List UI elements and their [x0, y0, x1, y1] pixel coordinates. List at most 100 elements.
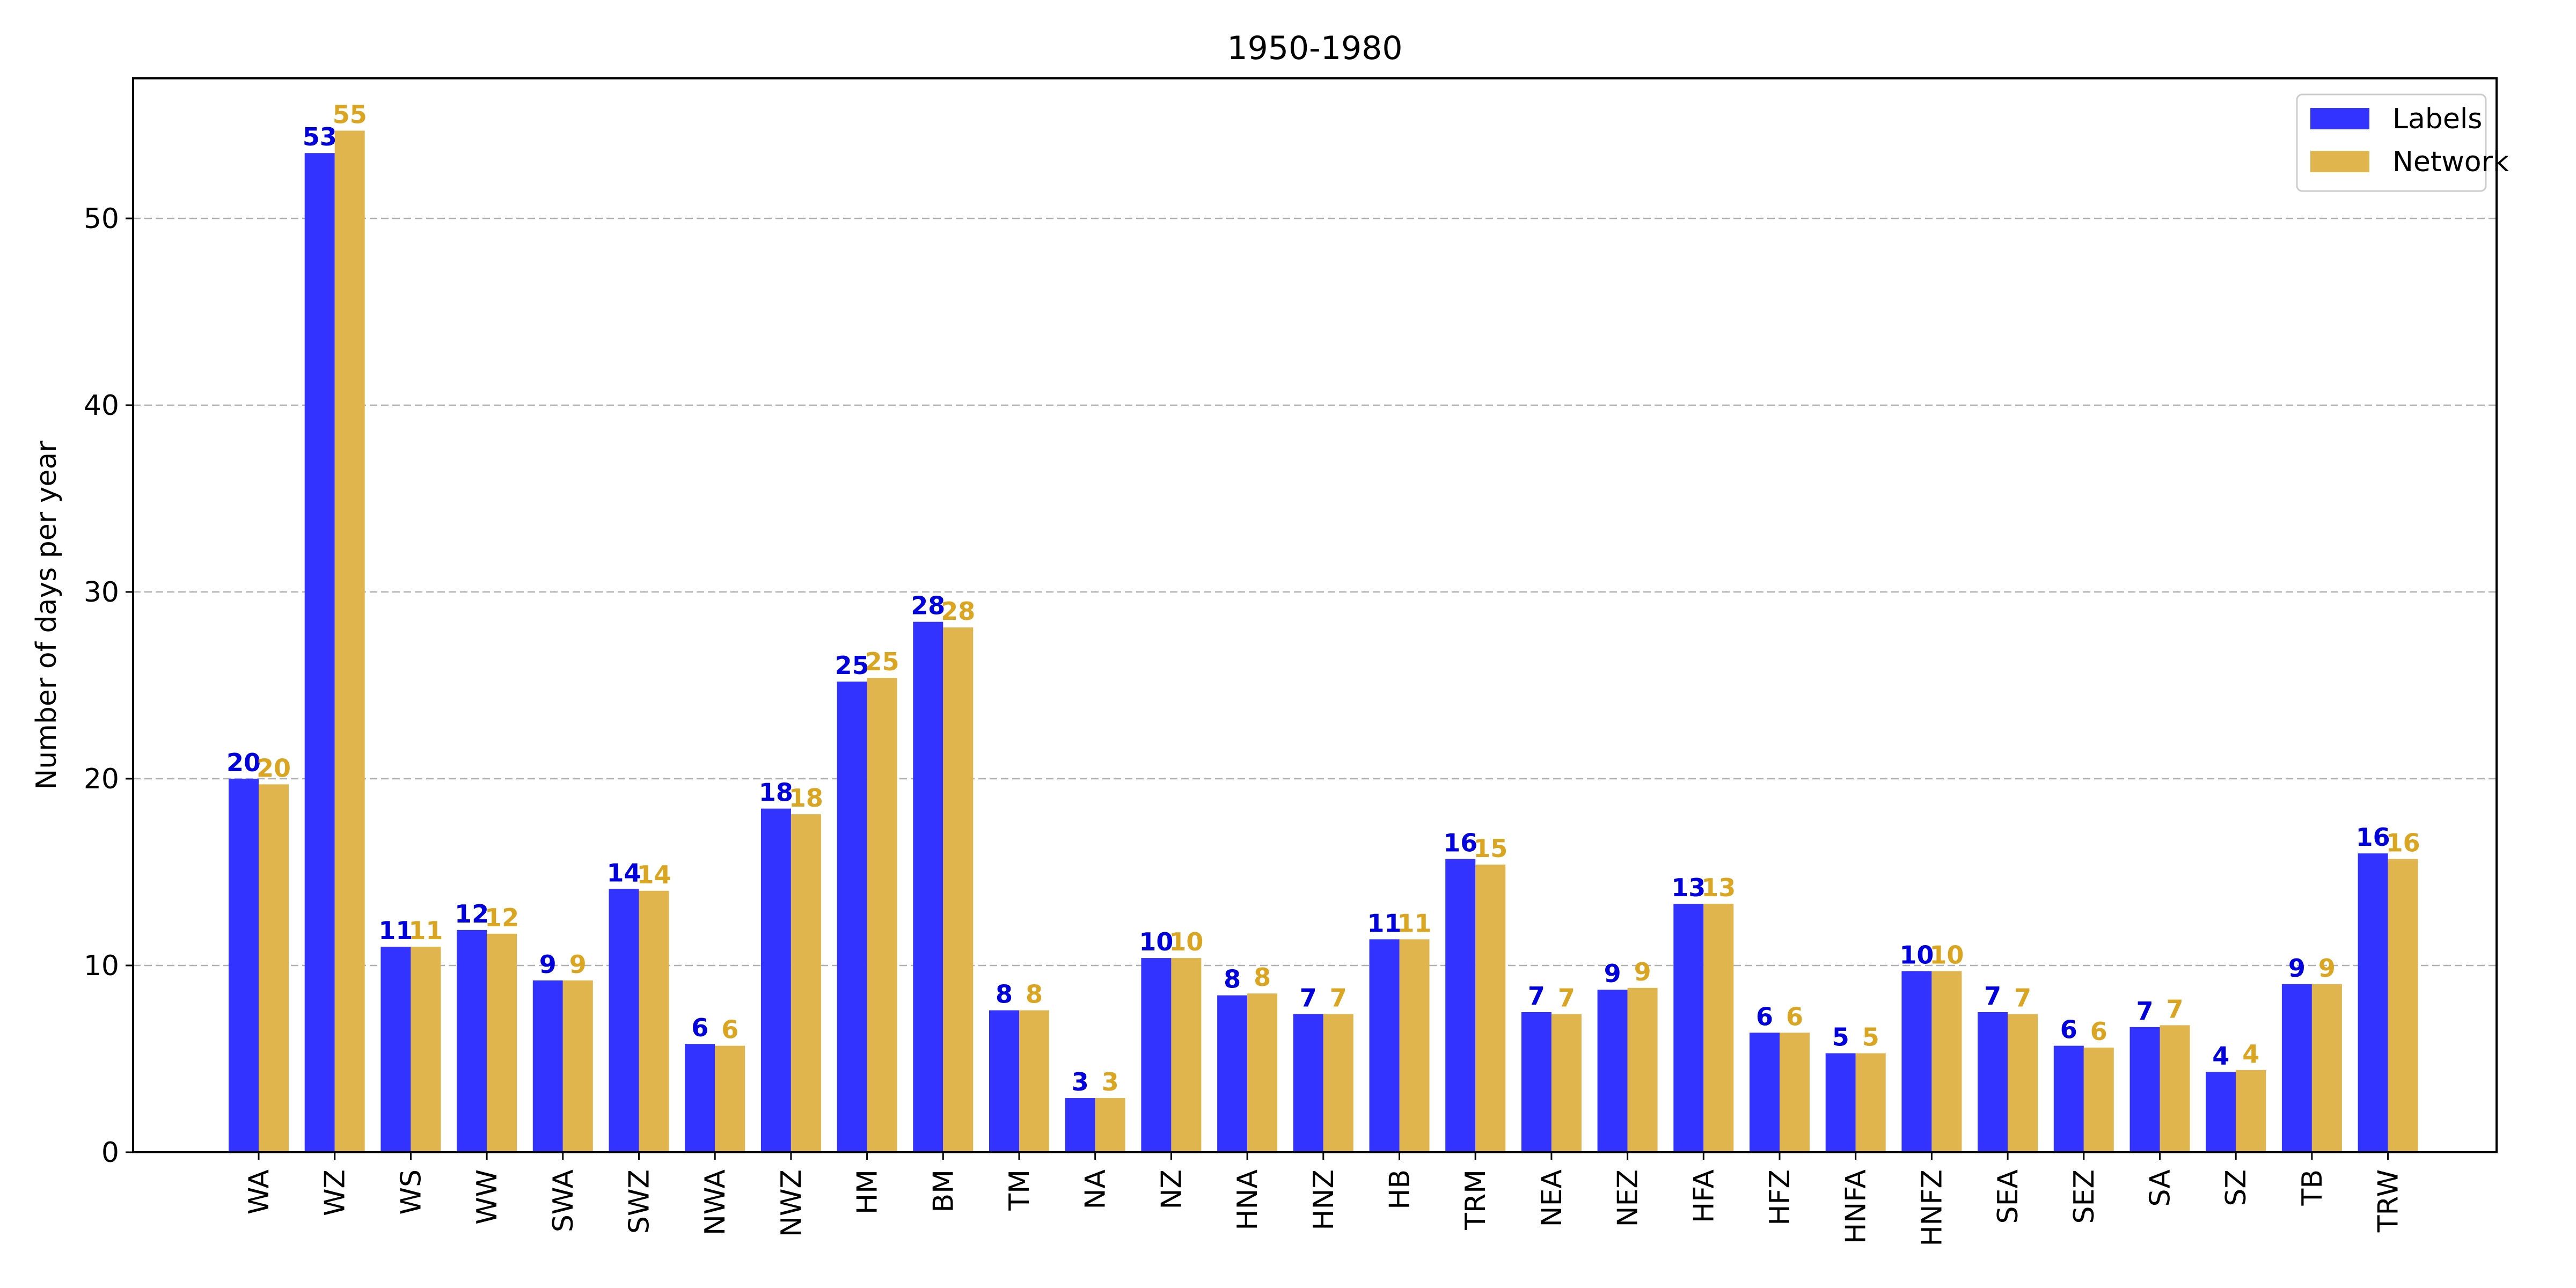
bar-labels-nez [1597, 990, 1628, 1152]
data-label-labels-na: 3 [1072, 1067, 1089, 1096]
x-tick-label-hm: HM [852, 1169, 884, 1214]
bar-labels-hna [1217, 995, 1248, 1152]
bar-network-nz [1171, 958, 1202, 1152]
x-tick-label-hna: HNA [1232, 1169, 1264, 1231]
bar-labels-nwz [760, 808, 791, 1152]
data-label-labels-tb: 9 [2288, 954, 2306, 983]
data-label-network-bm: 28 [941, 597, 975, 626]
bar-labels-hfz [1750, 1033, 1780, 1152]
bar-network-nwz [791, 814, 821, 1152]
data-label-labels-sez: 6 [2060, 1015, 2077, 1044]
data-label-network-sa: 7 [2166, 994, 2183, 1023]
bar-network-nez [1627, 987, 1658, 1152]
bar-labels-trm [1445, 859, 1476, 1152]
data-label-network-hnfa: 5 [1862, 1023, 1879, 1052]
bar-labels-sea [1978, 1012, 2008, 1152]
data-label-labels-hnfa: 5 [1832, 1023, 1849, 1052]
bar-labels-na [1065, 1098, 1095, 1152]
x-tick-label-wz: WZ [319, 1169, 352, 1216]
bar-network-hna [1247, 993, 1278, 1152]
data-label-labels-nea: 7 [1528, 982, 1545, 1011]
data-label-labels-hfa: 13 [1671, 873, 1706, 902]
data-label-labels-nwa: 6 [691, 1013, 708, 1042]
data-label-labels-nz: 10 [1139, 927, 1173, 956]
bar-labels-swz [609, 889, 639, 1152]
x-tick-label-bm: BM [927, 1169, 960, 1213]
x-tick-label-sez: SEZ [2068, 1169, 2101, 1224]
data-label-network-sz: 4 [2242, 1040, 2259, 1069]
plot-frame [132, 77, 2498, 1153]
bar-network-sa [2160, 1025, 2190, 1152]
data-label-network-nea: 7 [1558, 983, 1575, 1012]
data-label-network-hnfz: 10 [1929, 940, 1964, 969]
bar-network-wa [259, 784, 289, 1152]
y-tick-label: 0 [101, 1137, 119, 1169]
bar-labels-nea [1521, 1012, 1552, 1152]
bar-labels-swa [532, 980, 563, 1152]
bar-network-ws [411, 947, 441, 1152]
bar-network-hnz [1323, 1014, 1353, 1152]
x-tick-label-ws: WS [395, 1169, 427, 1214]
data-label-network-trw: 16 [2386, 829, 2420, 858]
data-label-labels-hm: 25 [835, 651, 869, 680]
x-tick-label-nwz: NWZ [775, 1169, 808, 1237]
legend-swatch-labels [2310, 108, 2369, 129]
x-tick-label-trw: TRW [2373, 1169, 2405, 1233]
x-tick-label-tb: TB [2296, 1169, 2329, 1206]
data-label-labels-sea: 7 [1984, 982, 2001, 1011]
bar-network-sea [2008, 1014, 2038, 1152]
data-label-network-hnz: 7 [1330, 983, 1347, 1012]
data-label-network-trm: 15 [1473, 834, 1507, 863]
legend-label-network: Network [2392, 146, 2509, 178]
x-tick-label-sea: SEA [1992, 1169, 2024, 1224]
x-tick-label-nz: NZ [1155, 1169, 1188, 1210]
x-tick-label-sz: SZ [2220, 1169, 2252, 1206]
y-tick-label: 10 [84, 950, 119, 982]
chart-title: 1950-1980 [1227, 30, 1402, 67]
bar-network-tb [2311, 984, 2342, 1152]
data-label-labels-wa: 20 [226, 748, 261, 777]
data-label-network-hfz: 6 [1786, 1002, 1803, 1031]
bar-labels-nz [1141, 958, 1172, 1152]
data-label-network-nez: 9 [1634, 957, 1651, 986]
bar-network-na [1095, 1098, 1125, 1152]
x-tick-label-hnz: HNZ [1308, 1169, 1340, 1231]
bar-network-swa [562, 980, 593, 1152]
data-label-labels-nwz: 18 [759, 778, 793, 807]
bar-network-bm [943, 627, 974, 1152]
data-label-network-hb: 11 [1397, 909, 1431, 938]
data-label-labels-swz: 14 [606, 858, 641, 887]
y-axis-label: Number of days per year [31, 441, 63, 790]
bar-network-sz [2236, 1070, 2266, 1152]
data-label-network-nz: 10 [1169, 927, 1203, 956]
data-label-labels-swa: 9 [539, 950, 557, 979]
x-tick-label-hfa: HFA [1688, 1169, 1720, 1223]
data-label-labels-sa: 7 [2136, 997, 2153, 1026]
bar-labels-hnfz [1901, 971, 1932, 1152]
data-label-network-hm: 25 [865, 647, 899, 676]
x-tick-label-na: NA [1080, 1169, 1112, 1210]
data-labels: 2053111291461825288310871116791365107674… [226, 100, 2420, 1096]
data-label-network-hfa: 13 [1701, 873, 1736, 902]
data-label-network-swz: 14 [636, 860, 671, 889]
data-label-labels-hna: 8 [1224, 965, 1241, 994]
x-tick-label-nea: NEA [1536, 1169, 1568, 1227]
x-tick-label-swa: SWA [547, 1169, 580, 1233]
data-label-labels-wz: 53 [303, 122, 337, 151]
bar-network-hnfz [1931, 971, 1962, 1152]
bar-network-hb [1399, 939, 1430, 1152]
data-label-network-wa: 20 [257, 753, 291, 782]
x-tick-label-hfz: HFZ [1764, 1169, 1796, 1226]
bar-labels-hnz [1293, 1014, 1323, 1152]
data-label-labels-tm: 8 [996, 980, 1013, 1009]
x-tick-label-ww: WW [471, 1169, 503, 1225]
x-tick-label-sa: SA [2145, 1169, 2177, 1207]
data-label-network-hna: 8 [1254, 963, 1271, 992]
bar-labels-sa [2129, 1027, 2160, 1152]
bar-network-wz [334, 130, 365, 1153]
data-label-network-na: 3 [1102, 1067, 1119, 1096]
bar-labels-ws [380, 947, 411, 1152]
legend-swatch-network [2310, 151, 2369, 172]
data-label-network-ww: 12 [485, 903, 519, 932]
bar-labels-sz [2206, 1072, 2236, 1152]
